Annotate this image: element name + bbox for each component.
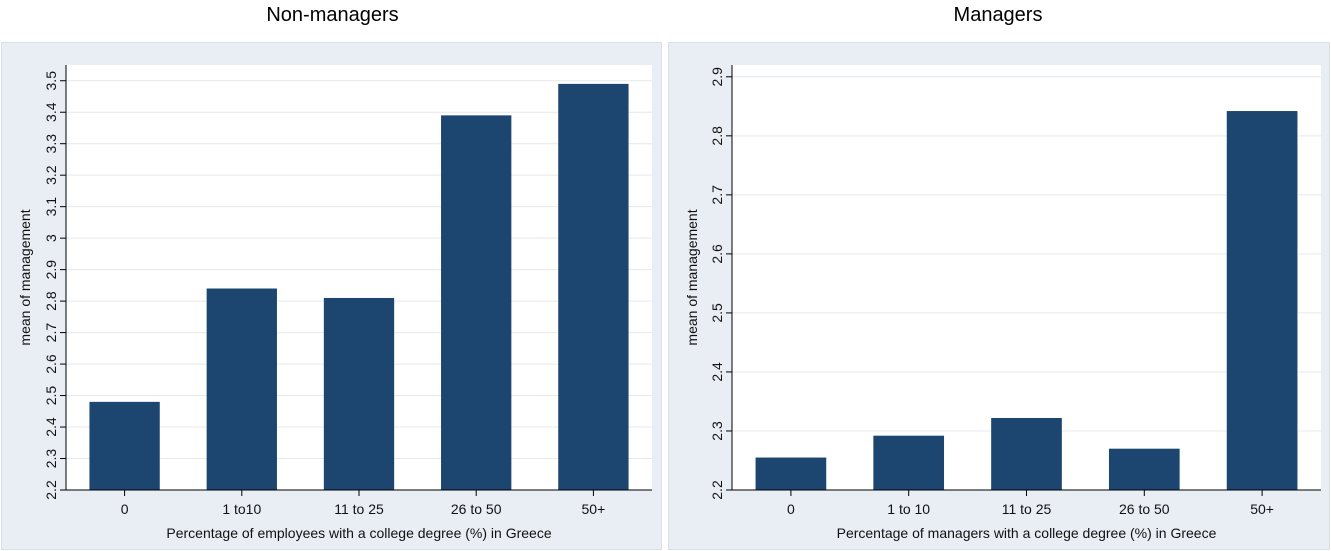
bar <box>991 417 1062 490</box>
y-tick-label: 2.4 <box>709 362 725 382</box>
chart-title-managers: Managers <box>953 4 1043 26</box>
bar <box>89 401 160 490</box>
bar <box>206 288 277 490</box>
y-tick-label: 3.3 <box>43 134 59 154</box>
bar <box>873 435 945 490</box>
y-tick-label: 2.9 <box>43 260 59 280</box>
bar <box>1226 111 1298 491</box>
bar <box>441 115 512 491</box>
y-tick-label: 2.7 <box>709 185 725 205</box>
x-tick-label: 11 to 25 <box>334 501 384 517</box>
x-tick-label: 50+ <box>1250 501 1274 517</box>
y-tick-label: 2.5 <box>43 386 59 406</box>
x-tick-label: 50+ <box>582 501 606 517</box>
bar <box>558 83 629 490</box>
y-axis-title: mean of management <box>17 209 33 345</box>
y-tick-label: 3.1 <box>43 197 59 217</box>
y-tick-label: 2.5 <box>709 303 725 323</box>
chart-panel-managers: 2.2 2.3 2.4 2.5 2.6 2.7 2.8 2.9 0 1 to 10 11 to 25… <box>668 42 1330 550</box>
bar <box>755 457 827 490</box>
y-tick-label: 2.4 <box>43 417 59 437</box>
x-tick-label: 1 to 10 <box>887 501 930 517</box>
bar <box>1108 448 1180 490</box>
y-tick-label: 2.6 <box>43 354 59 374</box>
x-tick-label: 26 to 50 <box>451 501 502 517</box>
x-tick-label: 11 to 25 <box>1002 501 1052 517</box>
y-tick-label: 3.2 <box>43 165 59 185</box>
y-tick-label: 2.2 <box>709 480 725 500</box>
bar-chart-managers: 2.2 2.3 2.4 2.5 2.6 2.7 2.8 2.9 0 1 to 10 11 to 25… <box>684 65 1321 541</box>
chart-title-non-managers: Non-managers <box>266 4 399 26</box>
y-axis-title: mean of management <box>684 209 700 345</box>
x-axis-title: Percentage of managers with a college de… <box>837 525 1217 541</box>
y-tick-label: 2.3 <box>709 421 725 441</box>
bar-chart-non-managers: 2.2 2.3 2.4 2.5 2.6 2.7 2.8 2.9 3 3.1 3.2 3.3 3.4 3.5… <box>17 65 652 541</box>
y-tick-label: 2.8 <box>709 126 725 146</box>
y-tick-label: 2.9 <box>709 67 725 87</box>
y-tick-label: 2.3 <box>43 449 59 469</box>
x-tick-label: 1 to10 <box>222 501 261 517</box>
chart-panel-non-managers: 2.2 2.3 2.4 2.5 2.6 2.7 2.8 2.9 3 3.1 3.2 3.3 3.4 3.5… <box>1 42 662 550</box>
x-tick-label: 0 <box>121 501 129 517</box>
y-tick-label: 3 <box>43 234 59 242</box>
bar <box>323 297 395 490</box>
y-tick-label: 2.8 <box>43 291 59 311</box>
y-tick-label: 2.7 <box>43 323 59 343</box>
y-tick-label: 2.6 <box>709 244 725 264</box>
x-tick-label: 26 to 50 <box>1119 501 1170 517</box>
y-tick-label: 3.5 <box>43 71 59 91</box>
x-axis-title: Percentage of employees with a college d… <box>166 525 551 541</box>
y-tick-label: 3.4 <box>43 102 59 122</box>
y-tick-label: 2.2 <box>43 480 59 500</box>
x-tick-label: 0 <box>787 501 795 517</box>
